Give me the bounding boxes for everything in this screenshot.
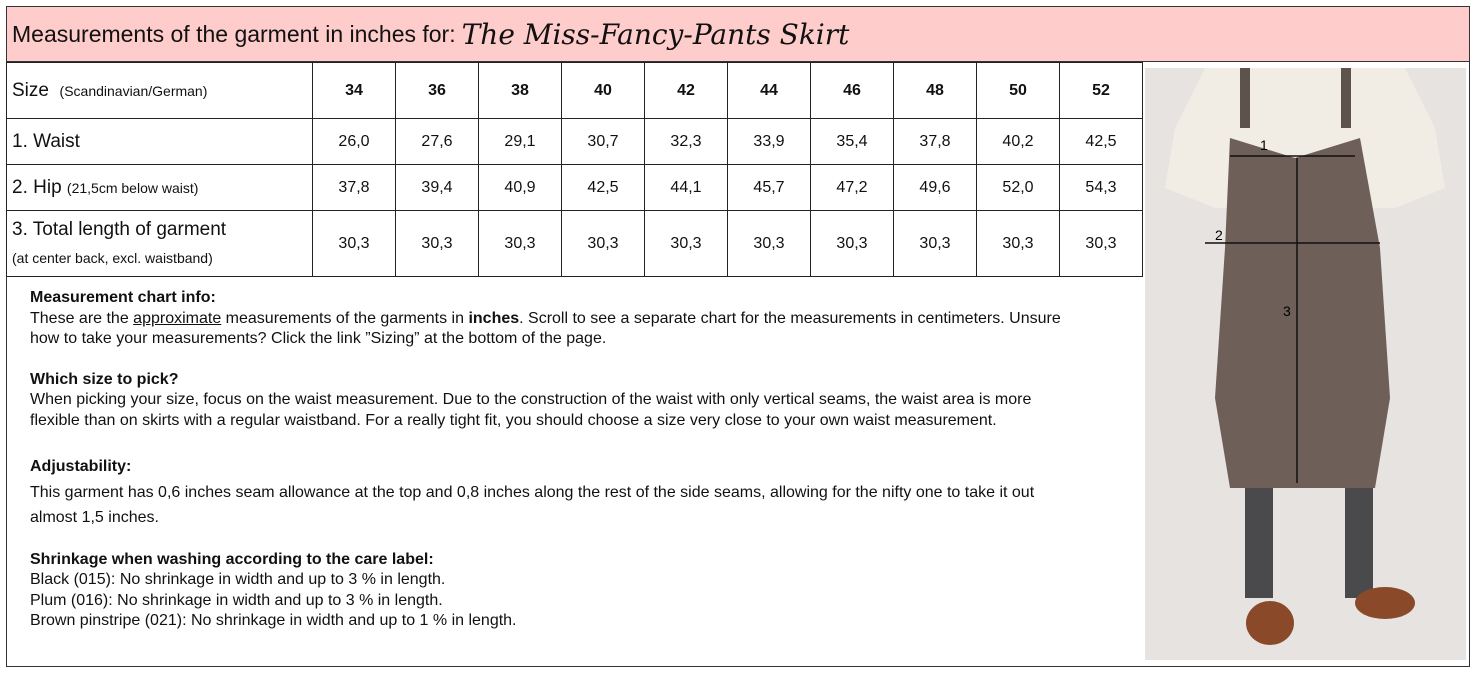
hip-row: 2. Hip (21,5cm below waist) 37,8 39,4 40… (6, 164, 1143, 211)
table-cell: 32,3 (644, 118, 728, 165)
table-cell: 44,1 (644, 164, 728, 211)
table-cell: 30,3 (810, 210, 894, 277)
table-cell: 30,3 (644, 210, 728, 277)
size-header: 38 (478, 62, 562, 119)
chart-info-text: These are the approximate measurements o… (30, 309, 1070, 350)
marker-1: 1 (1260, 137, 1268, 153)
size-header: 52 (1059, 62, 1143, 119)
table-cell: 26,0 (312, 118, 396, 165)
table-cell: 54,3 (1059, 164, 1143, 211)
size-pick-heading: Which size to pick? (30, 370, 179, 388)
table-cell: 30,7 (561, 118, 645, 165)
leg-right (1345, 488, 1373, 598)
waist-label: 1. Waist (6, 118, 313, 165)
skirt-illustration: 1 2 3 (1165, 68, 1445, 645)
table-cell: 52,0 (976, 164, 1060, 211)
table-cell: 30,3 (395, 210, 479, 277)
text: measurements of the garments in (221, 309, 469, 327)
table-cell: 30,3 (893, 210, 977, 277)
table-cell: 27,6 (395, 118, 479, 165)
table-cell: 47,2 (810, 164, 894, 211)
size-header: 34 (312, 62, 396, 119)
hip-label-cell: 2. Hip (21,5cm below waist) (6, 164, 313, 211)
shrinkage-heading: Shrinkage when washing according to the … (30, 550, 434, 568)
shrinkage-brown: Brown pinstripe (021): No shrinkage in w… (30, 612, 517, 629)
inches-bold: inches (468, 309, 520, 327)
suspender-right (1341, 68, 1351, 128)
hip-label: 2. Hip (12, 176, 62, 198)
table-cell: 35,4 (810, 118, 894, 165)
shoe-left (1246, 601, 1294, 645)
text: These are the (30, 309, 134, 327)
skirt (1215, 138, 1390, 488)
table-cell: 30,3 (561, 210, 645, 277)
table-cell: 45,7 (727, 164, 811, 211)
table-cell: 39,4 (395, 164, 479, 211)
size-header: 42 (644, 62, 728, 119)
table-cell: 29,1 (478, 118, 562, 165)
leg-left (1245, 488, 1273, 598)
size-header: 36 (395, 62, 479, 119)
text: . Scroll to see a separate chart for the… (30, 309, 1061, 348)
approximate-underlined: approximate (133, 309, 222, 327)
header-lead: Measurements of the garment in inches fo… (12, 20, 456, 47)
length-label: 3. Total length of garment (12, 218, 227, 240)
size-table: Size (Scandinavian/German) 34 36 38 40 4… (6, 62, 1143, 277)
length-label-cell: 3. Total length of garment (at center bac… (6, 210, 313, 277)
table-cell: 40,9 (478, 164, 562, 211)
size-label-cell: Size (Scandinavian/German) (6, 62, 313, 119)
adjustability-heading: Adjustability: (30, 458, 132, 475)
table-cell: 30,3 (312, 210, 396, 277)
table-cell: 42,5 (561, 164, 645, 211)
length-note: (at center back, excl. waistband) (12, 249, 213, 266)
table-cell: 33,9 (727, 118, 811, 165)
table-cell: 30,3 (1059, 210, 1143, 277)
product-name: The Miss-Fancy-Pants Skirt (461, 17, 850, 51)
shrinkage-black: Black (015): No shrinkage in width and u… (30, 571, 446, 588)
size-pick-text: When picking your size, focus on the wai… (30, 391, 1032, 429)
marker-3: 3 (1283, 303, 1291, 319)
table-cell: 37,8 (312, 164, 396, 211)
suspender-left (1240, 68, 1250, 128)
length-row: 3. Total length of garment (at center bac… (6, 210, 1143, 277)
table-cell: 42,5 (1059, 118, 1143, 165)
size-header: 46 (810, 62, 894, 119)
marker-2: 2 (1215, 227, 1223, 243)
size-label: Size (12, 79, 49, 101)
garment-photo: 1 2 3 (1145, 68, 1466, 660)
chart-info-heading: Measurement chart info: (30, 289, 216, 306)
size-header: 44 (727, 62, 811, 119)
size-note: (Scandinavian/German) (59, 82, 208, 99)
table-cell: 37,8 (893, 118, 977, 165)
size-header: 40 (561, 62, 645, 119)
waist-row: 1. Waist 26,0 27,6 29,1 30,7 32,3 33,9 3… (6, 118, 1143, 165)
chart-header: Measurements of the garment in inches fo… (6, 6, 1470, 62)
table-cell: 49,6 (893, 164, 977, 211)
table-cell: 30,3 (727, 210, 811, 277)
size-header: 48 (893, 62, 977, 119)
shrinkage-plum: Plum (016): No shrinkage in width and up… (30, 591, 443, 609)
adjustability-text: This garment has 0,6 inches seam allowan… (30, 483, 1035, 526)
hip-note: (21,5cm below waist) (66, 179, 199, 196)
table-cell: 30,3 (976, 210, 1060, 277)
info-section: Measurement chart info: These are the ap… (30, 288, 1070, 632)
table-cell: 40,2 (976, 118, 1060, 165)
shoe-right (1355, 587, 1415, 619)
size-header: 50 (976, 62, 1060, 119)
size-row: Size (Scandinavian/German) 34 36 38 40 4… (6, 62, 1143, 119)
table-cell: 30,3 (478, 210, 562, 277)
